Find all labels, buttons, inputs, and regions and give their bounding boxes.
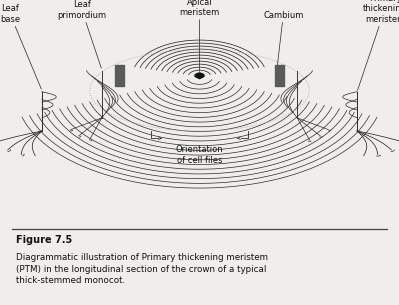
Text: Diagrammatic illustration of Primary thickening meristem
(PTM) in the longitudin: Diagrammatic illustration of Primary thi… [16,253,268,285]
Text: Orientation
of cell files: Orientation of cell files [176,145,223,166]
Polygon shape [115,66,124,86]
Polygon shape [195,73,204,79]
Text: Leaf
primordium: Leaf primordium [57,0,107,68]
Text: Primary
thickening
meristem: Primary thickening meristem [358,0,399,90]
Text: Leaf
base: Leaf base [0,4,41,89]
Text: Figure 7.5: Figure 7.5 [16,235,72,246]
Text: Apical
meristem: Apical meristem [180,0,219,71]
Text: Cambium: Cambium [263,11,304,75]
Polygon shape [275,66,284,86]
